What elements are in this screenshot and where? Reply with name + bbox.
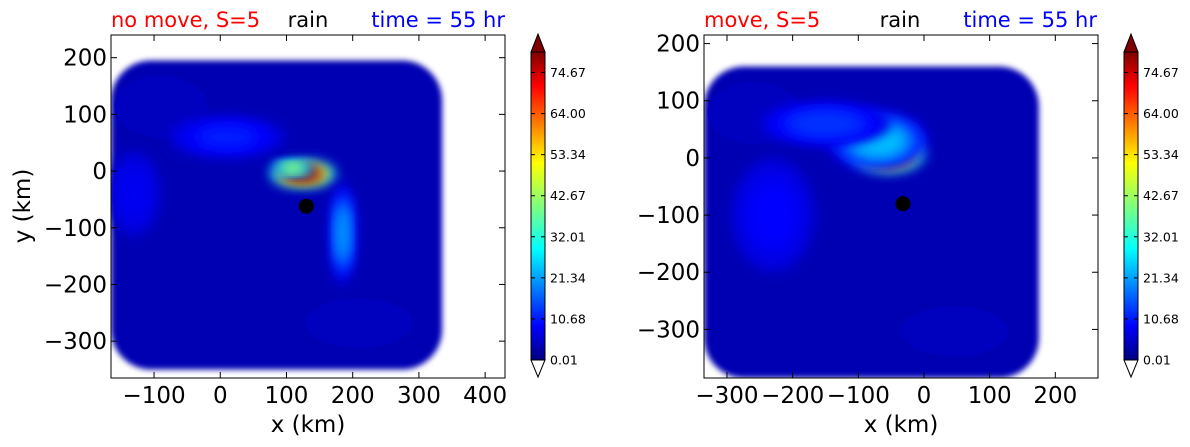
- colorbar-tick-label: 10.68: [1143, 311, 1179, 326]
- title-center: rain: [880, 8, 921, 32]
- y-tick-label: −100: [637, 203, 700, 229]
- y-tick-label: −300: [44, 329, 107, 355]
- x-axis-label: x (km): [864, 412, 939, 438]
- rain-edge-patch: [306, 298, 413, 348]
- rain-core: [121, 171, 148, 216]
- x-tick-label: −300: [695, 383, 758, 409]
- rain-core: [282, 164, 304, 172]
- axes-ticks: −100 0 100 200 300 400 200 100 0 −100 −200 −300: [44, 35, 507, 409]
- rain-field: [704, 66, 1039, 378]
- colorbar-tick-label: 0.01: [550, 353, 578, 368]
- colorbar: 74.67 64.00 53.34 42.67 32.01 21.34 10.68 0.01: [530, 32, 586, 379]
- rain-edge-patch: [901, 306, 1009, 357]
- x-tick-label: 100: [265, 383, 309, 409]
- colorbar-tick-label: 74.67: [1143, 65, 1179, 80]
- colorbar-max-extend: [530, 32, 546, 53]
- x-tick-label: 0: [213, 383, 228, 409]
- colorbar-min-extend: [530, 359, 546, 379]
- y-tick-label: 100: [63, 102, 107, 128]
- y-tick-label: 0: [685, 146, 700, 172]
- colorbar: 74.67 64.00 53.34 42.67 32.01 21.34 10.68 0.01: [1123, 32, 1179, 379]
- x-tick-label: −100: [122, 383, 185, 409]
- rain-field: [111, 60, 443, 370]
- y-tick-label: −200: [44, 272, 107, 298]
- panel-left: no move, S=5 rain time = 55 hr −100 0 100 2…: [10, 8, 586, 438]
- colorbar-gradient: [1123, 51, 1139, 361]
- y-tick-label: 0: [92, 159, 107, 185]
- plot-frame: [110, 34, 506, 379]
- storm-center-marker: [895, 196, 911, 212]
- y-tick-label: −300: [637, 317, 700, 343]
- plot-frame: [703, 34, 1099, 379]
- x-tick-label: −200: [761, 383, 824, 409]
- colorbar-tick-label: 21.34: [550, 270, 586, 285]
- title-center: rain: [288, 8, 329, 32]
- colorbar-tick-label: 64.00: [1143, 106, 1179, 121]
- colorbar-tick-label: 10.68: [550, 311, 586, 326]
- colorbar-gradient: [530, 51, 546, 361]
- x-tick-label: 400: [463, 383, 507, 409]
- colorbar-tick-label: 64.00: [550, 106, 586, 121]
- rain-base-region: [704, 66, 1039, 378]
- x-tick-label: 300: [397, 383, 441, 409]
- x-tick-label: −100: [827, 383, 890, 409]
- colorbar-tick-label: 53.34: [550, 147, 586, 162]
- y-tick-label: 100: [656, 89, 700, 115]
- storm-center-marker: [298, 198, 314, 214]
- x-tick-label: 200: [331, 383, 375, 409]
- colorbar-tick-label: 74.67: [550, 65, 586, 80]
- x-axis-label: x (km): [271, 412, 346, 438]
- colorbar-tick-label: 0.01: [1143, 353, 1171, 368]
- y-axis-label: y (km): [10, 169, 36, 244]
- x-tick-label: 100: [968, 383, 1012, 409]
- rain-core: [791, 112, 860, 135]
- y-tick-label: 200: [63, 46, 107, 72]
- title-right: time = 55 hr: [371, 8, 505, 32]
- colorbar-max-extend: [1123, 32, 1139, 53]
- colorbar-tick-label: 53.34: [1143, 147, 1179, 162]
- y-tick-label: −200: [637, 260, 700, 286]
- y-tick-label: 200: [656, 32, 700, 58]
- colorbar-min-extend: [1123, 359, 1139, 379]
- rain-core: [196, 126, 258, 148]
- title-left: no move, S=5: [111, 8, 260, 32]
- colorbar-tick-label: 32.01: [1143, 229, 1179, 244]
- colorbar-tick-label: 42.67: [550, 188, 586, 203]
- rain-edge-patch: [114, 75, 208, 138]
- title-right: time = 55 hr: [963, 8, 1097, 32]
- panel-right: move, S=5 rain time = 55 hr −300 −200 −100…: [637, 8, 1179, 438]
- y-tick-label: −100: [44, 216, 107, 242]
- rain-core: [336, 207, 349, 260]
- rain-core: [751, 185, 795, 245]
- title-left: move, S=5: [704, 8, 820, 32]
- colorbar-tick-label: 21.34: [1143, 270, 1179, 285]
- x-tick-label: 0: [917, 383, 932, 409]
- colorbar-tick-label: 32.01: [550, 229, 586, 244]
- colorbar-tick-label: 42.67: [1143, 188, 1179, 203]
- x-tick-label: 200: [1033, 383, 1077, 409]
